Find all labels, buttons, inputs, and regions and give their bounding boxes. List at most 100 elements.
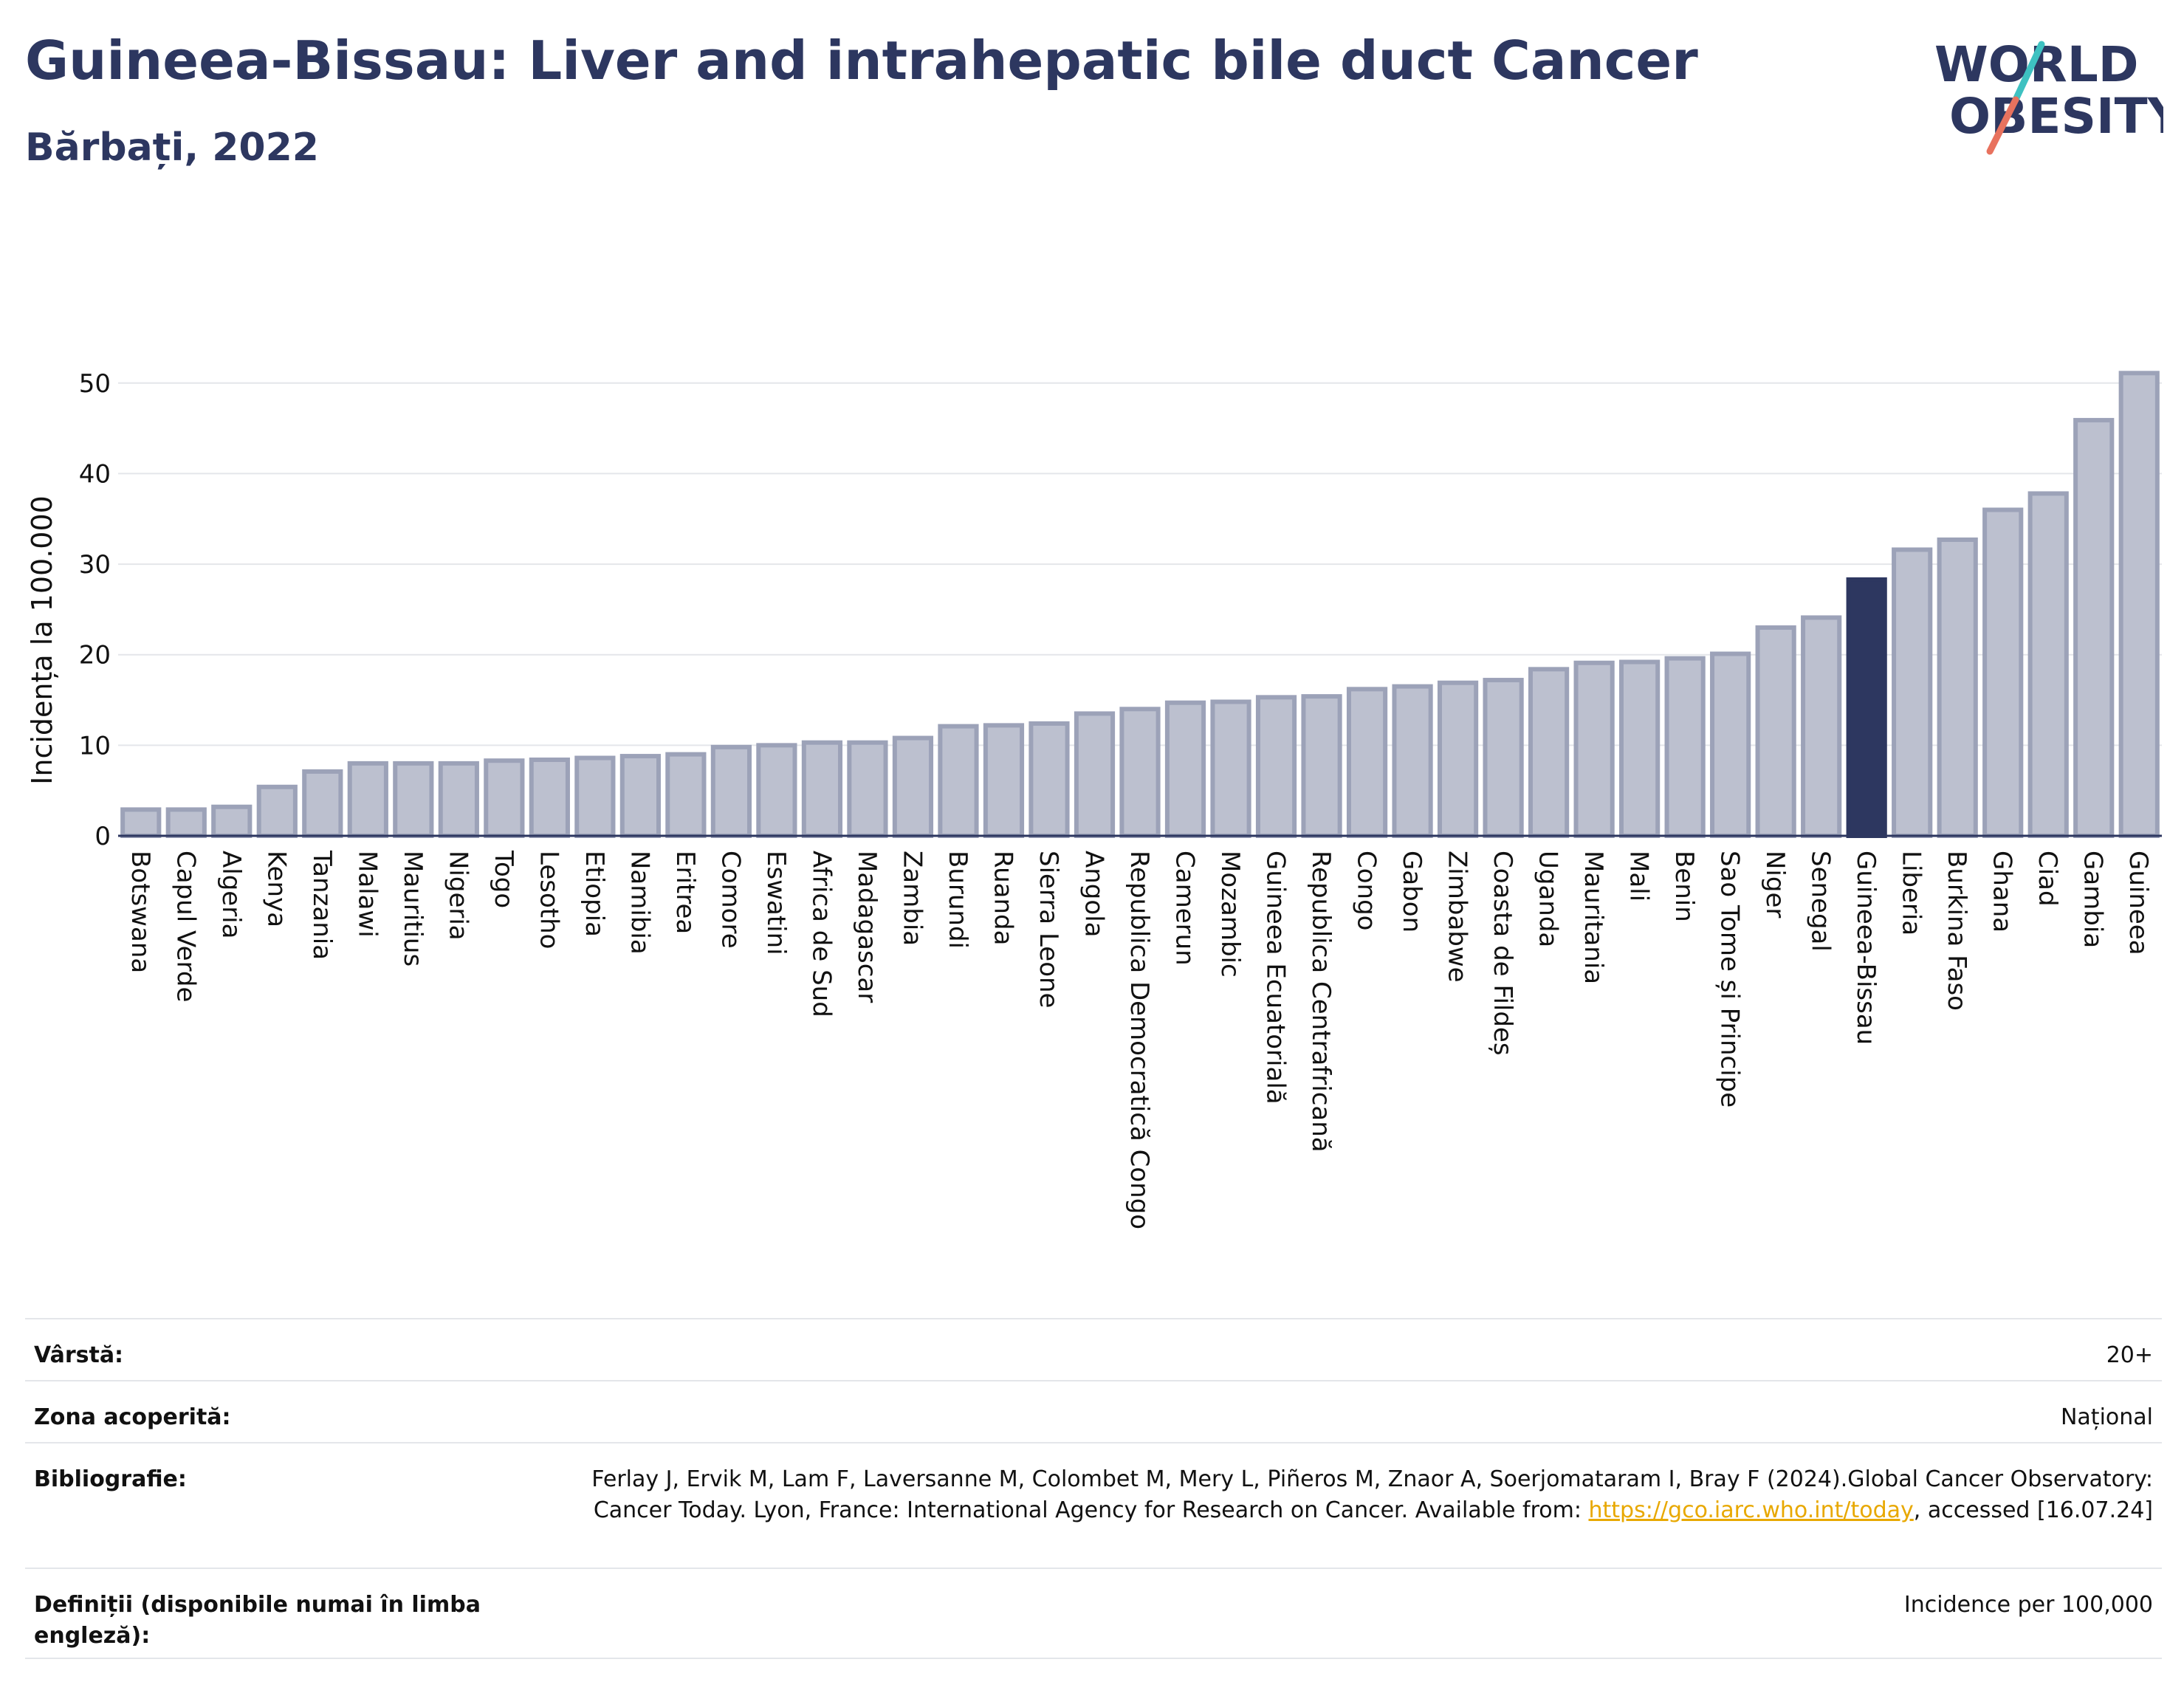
x-tick-label: Lesotho xyxy=(534,851,563,949)
x-tick-label: Nigeria xyxy=(443,851,473,941)
bar xyxy=(756,743,797,839)
bar xyxy=(847,740,888,839)
y-tick-label: 50 xyxy=(79,369,111,399)
x-tick-label: Tanzania xyxy=(307,850,337,960)
y-axis-label: Incidența la 100.000 xyxy=(26,495,58,785)
y-tick-label: 40 xyxy=(79,459,111,489)
x-tick-label: Algeria xyxy=(216,851,246,938)
bar xyxy=(2027,491,2069,838)
bar xyxy=(938,724,979,838)
x-tick-label: Mauritania xyxy=(1579,851,1608,984)
logo-slash-coral xyxy=(1986,96,2019,155)
logo-slash-teal xyxy=(2012,41,2045,103)
x-tick-label: Mauritius xyxy=(398,851,427,967)
x-tick-label: Ghana xyxy=(1988,851,2017,933)
x-tick-label: Capul Verde xyxy=(171,851,200,1002)
bar xyxy=(393,761,434,838)
x-tick-label: Malawi xyxy=(352,851,382,938)
area-label: Zona acoperită: xyxy=(34,1404,231,1430)
y-tick-label: 30 xyxy=(79,550,111,580)
x-tick-label: Comore xyxy=(715,851,745,949)
bar xyxy=(1210,699,1251,838)
x-tick-label: Burundi xyxy=(943,851,972,949)
x-tick-label: Republica Centrafricană xyxy=(1306,851,1336,1153)
y-tick-label: 10 xyxy=(79,731,111,761)
bar xyxy=(1664,656,1706,838)
page-subtitle: Bărbați, 2022 xyxy=(25,126,319,170)
bar xyxy=(1710,651,1751,838)
bar xyxy=(983,723,1025,839)
bar xyxy=(619,754,661,839)
bibliography-accessed: , accessed [16.07.24] xyxy=(1913,1497,2153,1523)
age-value: 20+ xyxy=(2106,1342,2153,1368)
x-tick-label: Etiopia xyxy=(580,851,609,937)
bar xyxy=(1346,687,1388,838)
x-tick-label: Liberia xyxy=(1897,851,1926,935)
x-tick-label: Burkina Faso xyxy=(1942,851,1971,1011)
bibliography-text: Ferlay J, Ervik M, Lam F, Laversanne M, … xyxy=(591,1466,2153,1523)
bar xyxy=(1392,684,1433,838)
bar xyxy=(892,735,934,839)
bar xyxy=(2118,371,2160,838)
page-title: Guineea-Bissau: Liver and intrahepatic b… xyxy=(25,30,1698,92)
bar xyxy=(1801,615,1842,838)
bibliography-value: Ferlay J, Ervik M, Lam F, Laversanne M, … xyxy=(566,1464,2153,1526)
age-label: Vârstă: xyxy=(34,1342,124,1368)
bar xyxy=(1528,667,1570,838)
definitions-value: Incidence per 100,000 xyxy=(1903,1592,2153,1618)
definitions-label: Definiții (disponibile numai în limba en… xyxy=(34,1592,481,1649)
logo-word-1: WORLD xyxy=(1934,36,2139,93)
meta-row-definitions: Definiții (disponibile numai în limba en… xyxy=(25,1568,2162,1659)
bar xyxy=(665,752,707,838)
bar xyxy=(1301,694,1342,838)
bar xyxy=(529,757,570,839)
x-tick-label: Camerun xyxy=(1170,851,1200,966)
x-tick-label: Mozambic xyxy=(1215,851,1245,978)
bar xyxy=(165,807,207,838)
x-tick-label: Zimbabwe xyxy=(1443,851,1472,983)
bibliography-label: Bibliografie: xyxy=(34,1466,187,1492)
bar xyxy=(1573,660,1615,838)
source-link[interactable]: https://gco.iarc.who.int/today xyxy=(1588,1497,1914,1523)
x-tick-label: Niger xyxy=(1760,851,1790,918)
bar-chart: 0 10 20 30 40 50 Incidența la 100.000 Botswana C… xyxy=(26,369,2162,1229)
area-value: Național xyxy=(2060,1404,2153,1430)
x-tick-label: Botswana xyxy=(126,851,155,973)
x-tick-label: Mali xyxy=(1624,851,1654,902)
x-tick-label: Kenya xyxy=(261,851,291,927)
x-tick-label: Benin xyxy=(1669,851,1699,922)
bar xyxy=(302,769,343,838)
bar xyxy=(438,761,479,838)
bar xyxy=(1029,721,1070,838)
y-tick-label: 0 xyxy=(95,822,111,851)
bar xyxy=(347,761,388,838)
x-tick-label: Angola xyxy=(1079,851,1108,937)
meta-row-age: Vârstă: 20+ xyxy=(25,1318,2162,1380)
bar xyxy=(120,807,162,838)
bar xyxy=(801,740,843,839)
bar xyxy=(1937,537,1978,838)
x-tick-label: Namibia xyxy=(625,851,654,955)
bar xyxy=(574,755,616,839)
bar xyxy=(1619,659,1661,839)
x-tick-label: Zambia xyxy=(897,851,927,946)
logo-word-2: OBESITY xyxy=(1949,88,2163,145)
meta-row-bibliography: Bibliografie: Ferlay J, Ervik M, Lam F, … xyxy=(25,1442,2162,1568)
world-obesity-logo: WORLD OBESITY xyxy=(1934,36,2163,155)
bar xyxy=(1755,625,1796,838)
y-tick-label: 20 xyxy=(79,641,111,670)
x-tick-label: Coasta de Fildeș xyxy=(1488,851,1517,1056)
bar xyxy=(211,804,253,838)
x-tick-label: Sierra Leone xyxy=(1034,851,1063,1008)
x-tick-label: Guineea-Bissau xyxy=(1851,851,1881,1045)
x-tick-label: Uganda xyxy=(1534,851,1563,947)
x-tick-label: Eswatini xyxy=(761,851,791,955)
x-tick-label: Ruanda xyxy=(988,851,1017,945)
bar xyxy=(710,744,752,839)
bar xyxy=(1982,507,2024,838)
bar xyxy=(1437,680,1479,838)
bar xyxy=(1846,577,1887,838)
x-tick-label: Guineea xyxy=(2123,851,2153,955)
bar xyxy=(1074,711,1116,838)
x-tick-label: Gabon xyxy=(1397,851,1426,933)
